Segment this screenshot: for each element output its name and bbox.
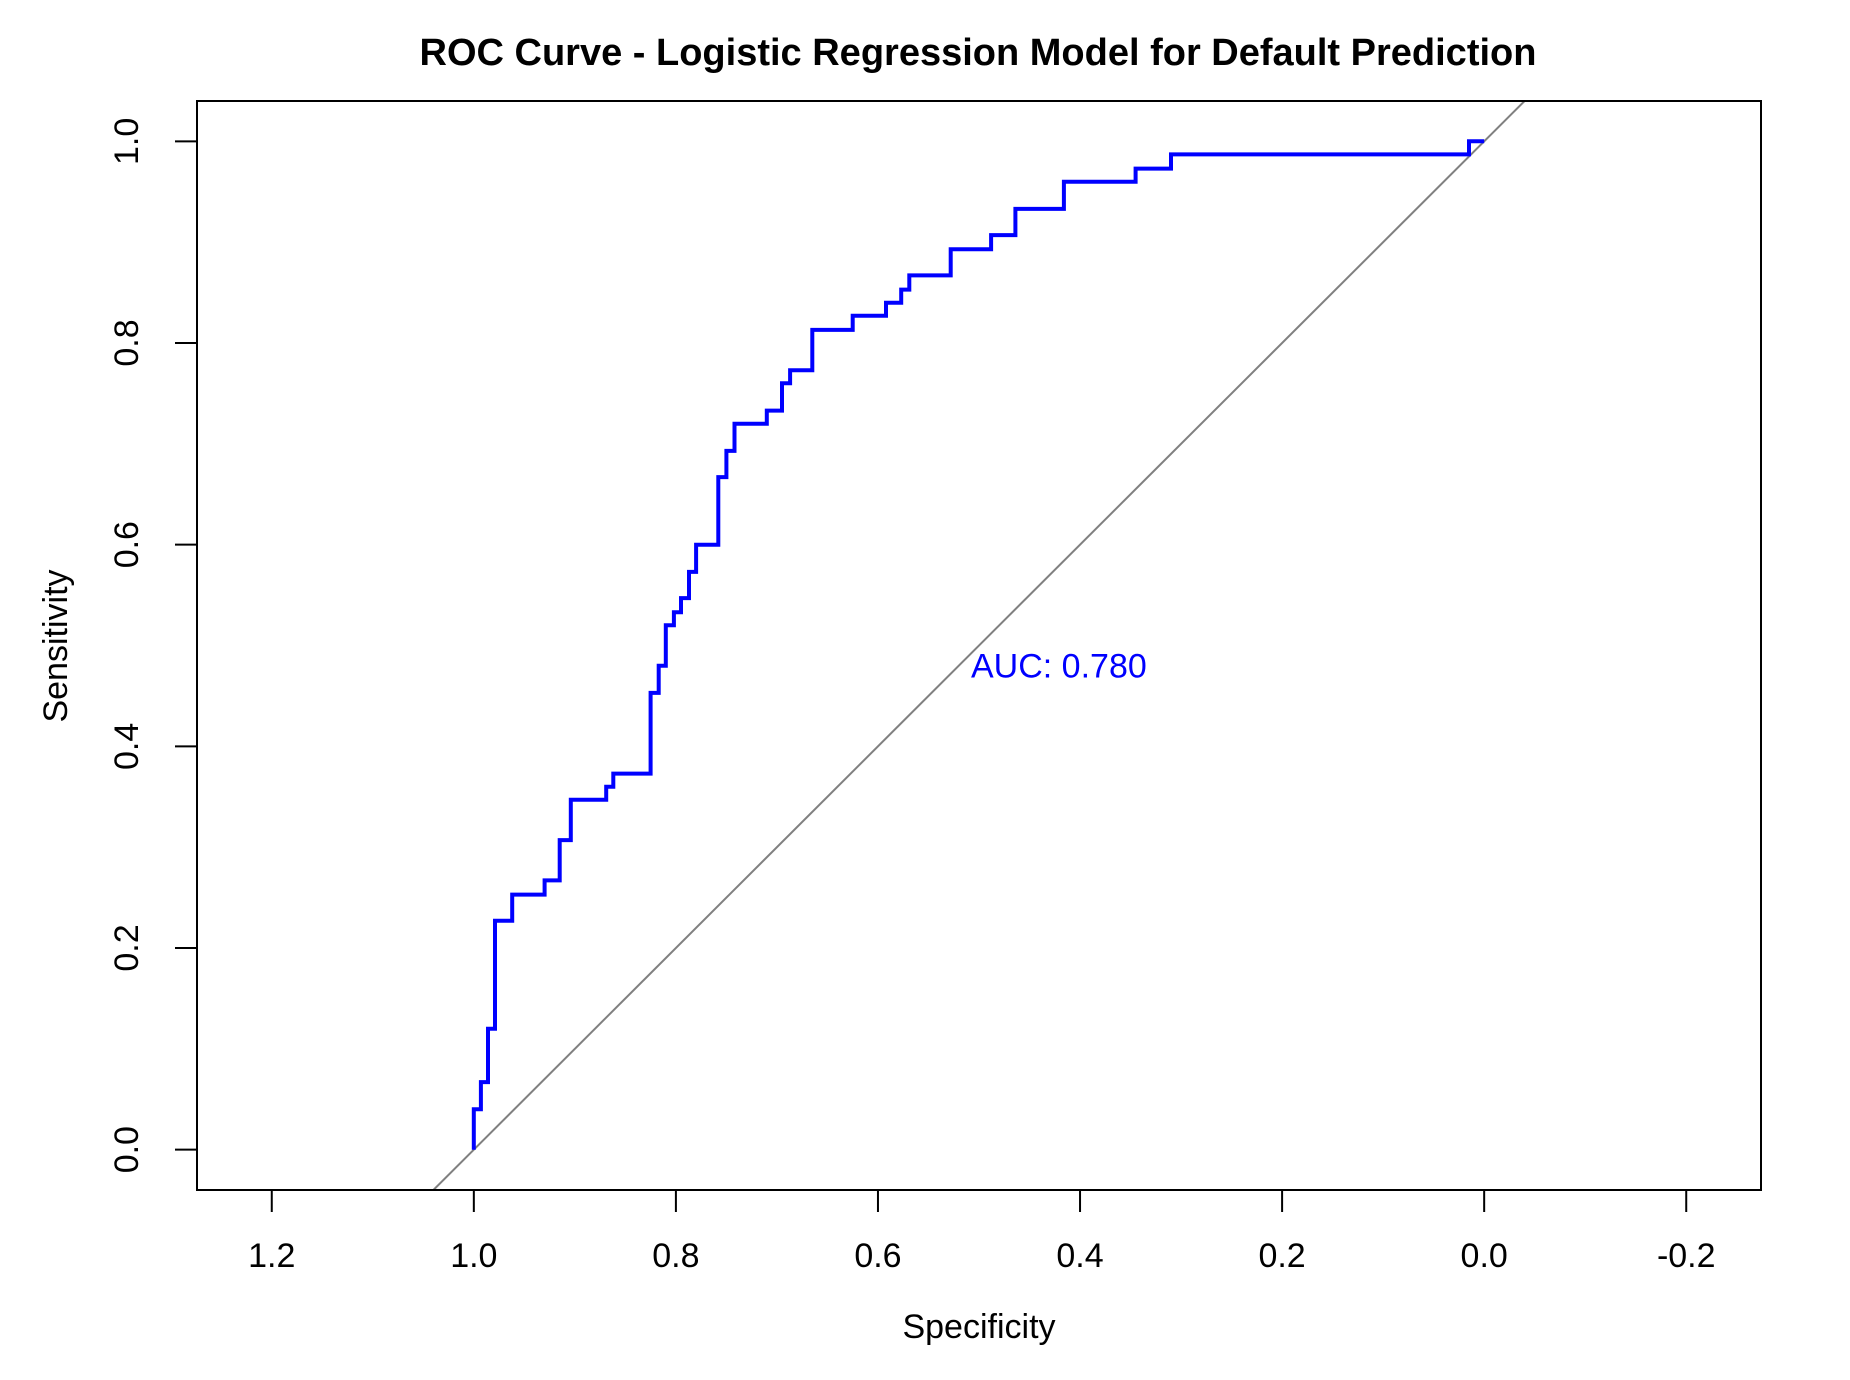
x-tick-label: 1.0 — [450, 1237, 497, 1275]
y-tick-label: 0.8 — [108, 319, 146, 366]
y-tick-label: 0.2 — [108, 924, 146, 971]
y-tick-label: 0.0 — [108, 1126, 146, 1173]
x-tick-label: 0.0 — [1461, 1237, 1508, 1275]
y-tick-label: 0.6 — [108, 521, 146, 568]
y-tick-label: 1.0 — [108, 118, 146, 165]
plot-area — [432, 101, 1526, 1190]
x-tick-label: 0.8 — [652, 1237, 699, 1275]
reference-diagonal-line — [432, 101, 1526, 1190]
x-axis: 1.2 1.0 0.8 0.6 0.4 0.2 0.0 -0.2 — [248, 1189, 1716, 1275]
x-tick-label: -0.2 — [1657, 1237, 1716, 1275]
auc-annotation: AUC: 0.780 — [971, 648, 1147, 686]
chart-title: ROC Curve - Logistic Regression Model fo… — [420, 32, 1537, 74]
roc-curve-line — [471, 139, 1485, 1150]
y-tick-label: 0.4 — [108, 723, 146, 770]
x-tick-label: 1.2 — [248, 1237, 295, 1275]
x-tick-label: 0.4 — [1056, 1237, 1103, 1275]
x-tick-label: 0.2 — [1258, 1237, 1305, 1275]
y-axis: 0.0 0.2 0.4 0.6 0.8 1.0 — [108, 118, 198, 1173]
x-axis-label: Specificity — [902, 1308, 1055, 1346]
x-tick-label: 0.6 — [854, 1237, 901, 1275]
y-axis-label: Sensitivity — [37, 569, 75, 722]
